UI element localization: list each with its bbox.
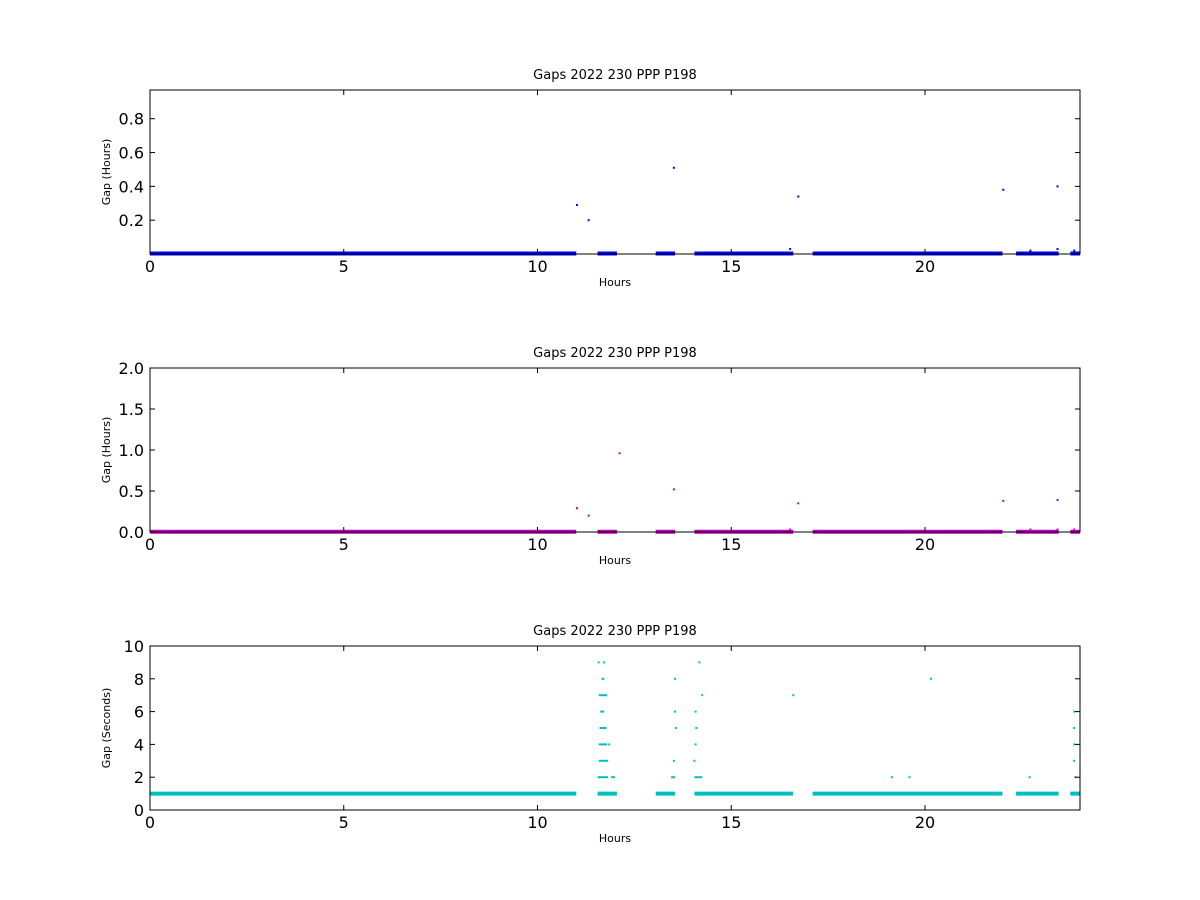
data-point xyxy=(672,166,675,169)
data-point xyxy=(1056,499,1059,502)
y-tick-label: 0.6 xyxy=(119,144,144,163)
x-tick-label: 20 xyxy=(915,535,935,554)
plot-frame xyxy=(149,645,1081,811)
data-point xyxy=(797,502,800,505)
y-tick-label: 0.2 xyxy=(119,211,144,230)
data-point xyxy=(694,710,697,713)
data-point xyxy=(1029,528,1032,531)
data-point xyxy=(1073,743,1076,746)
y-axis-label: Gap (Hours) xyxy=(100,139,113,206)
data-point xyxy=(1028,776,1031,779)
data-point xyxy=(789,528,792,531)
plot-frame xyxy=(149,367,1081,533)
data-point xyxy=(789,247,792,250)
x-tick-label: 20 xyxy=(915,813,935,832)
data-point xyxy=(587,514,590,517)
x-axis-label: Hours xyxy=(599,276,631,289)
data-point xyxy=(908,776,911,779)
data-point xyxy=(929,677,932,680)
data-point xyxy=(694,743,697,746)
y-tick-label: 0.8 xyxy=(119,110,144,129)
y-tick-label: 10 xyxy=(124,637,144,656)
x-tick-label: 15 xyxy=(721,813,741,832)
x-tick-label: 0 xyxy=(145,257,155,276)
chart-title: Gaps 2022 230 PPP P198 xyxy=(533,68,697,83)
data-point xyxy=(672,488,675,491)
data-point xyxy=(1056,528,1059,531)
y-tick-label: 6 xyxy=(134,703,144,722)
data-point xyxy=(672,759,675,762)
data-point xyxy=(618,452,621,455)
x-tick-label: 5 xyxy=(339,813,349,832)
chart-title: Gaps 2022 230 PPP P198 xyxy=(533,624,697,639)
x-tick-label: 0 xyxy=(145,535,155,554)
data-point xyxy=(701,694,704,697)
data-point xyxy=(576,203,579,206)
data-point xyxy=(608,743,611,746)
data-point xyxy=(792,694,795,697)
data-point xyxy=(891,776,894,779)
y-tick-label: 0.0 xyxy=(119,523,144,542)
data-point xyxy=(1056,247,1059,250)
data-point xyxy=(576,507,579,510)
data-point xyxy=(693,759,696,762)
y-tick-label: 8 xyxy=(134,670,144,689)
data-point xyxy=(597,661,600,664)
x-axis-label: Hours xyxy=(599,832,631,845)
x-tick-label: 5 xyxy=(339,535,349,554)
y-tick-label: 1.0 xyxy=(119,441,144,460)
chart-panel-3: Gaps 2022 230 PPP P198 Hours Gap (Seconds)… xyxy=(100,624,1081,845)
chart-panel-1: Gaps 2022 230 PPP P198 Hours Gap (Hours) 0 5… xyxy=(100,68,1081,289)
data-point xyxy=(797,195,800,198)
x-axis-label: Hours xyxy=(599,554,631,567)
y-tick-label: 2 xyxy=(134,768,144,787)
data-point xyxy=(675,727,678,729)
data-point xyxy=(674,677,677,680)
data-point xyxy=(603,661,606,664)
y-axis-label: Gap (Seconds) xyxy=(100,688,113,769)
y-axis-label: Gap (Hours) xyxy=(100,417,113,484)
data-point xyxy=(1029,249,1032,252)
y-tick-label: 0.5 xyxy=(119,482,144,501)
y-tick-label: 1.5 xyxy=(119,400,144,419)
y-tick-label: 2.0 xyxy=(119,359,144,378)
x-tick-label: 5 xyxy=(339,257,349,276)
data-point xyxy=(1073,759,1076,762)
x-tick-label: 20 xyxy=(915,257,935,276)
chart-panel-2: Gaps 2022 230 PPP P198 Hours Gap (Hours) 0 5… xyxy=(100,346,1081,567)
data-point xyxy=(1002,499,1005,502)
data-point xyxy=(698,661,701,664)
x-tick-label: 15 xyxy=(721,535,741,554)
x-tick-label: 0 xyxy=(145,813,155,832)
data-point xyxy=(1073,249,1076,252)
y-tick-label: 0 xyxy=(134,801,144,820)
data-point xyxy=(587,219,590,222)
x-tick-label: 10 xyxy=(527,257,547,276)
data-point xyxy=(1056,185,1059,188)
data-point xyxy=(1073,710,1076,713)
data-point xyxy=(674,710,677,713)
x-tick-label: 10 xyxy=(527,813,547,832)
x-tick-label: 10 xyxy=(527,535,547,554)
chart-title: Gaps 2022 230 PPP P198 xyxy=(533,346,697,361)
data-point xyxy=(1073,528,1076,531)
data-point xyxy=(1002,188,1005,191)
data-point xyxy=(1073,727,1076,729)
plot-frame xyxy=(149,89,1081,255)
x-tick-label: 15 xyxy=(721,257,741,276)
y-tick-label: 4 xyxy=(134,735,144,754)
y-tick-label: 0.4 xyxy=(119,177,144,196)
data-point xyxy=(695,727,698,729)
